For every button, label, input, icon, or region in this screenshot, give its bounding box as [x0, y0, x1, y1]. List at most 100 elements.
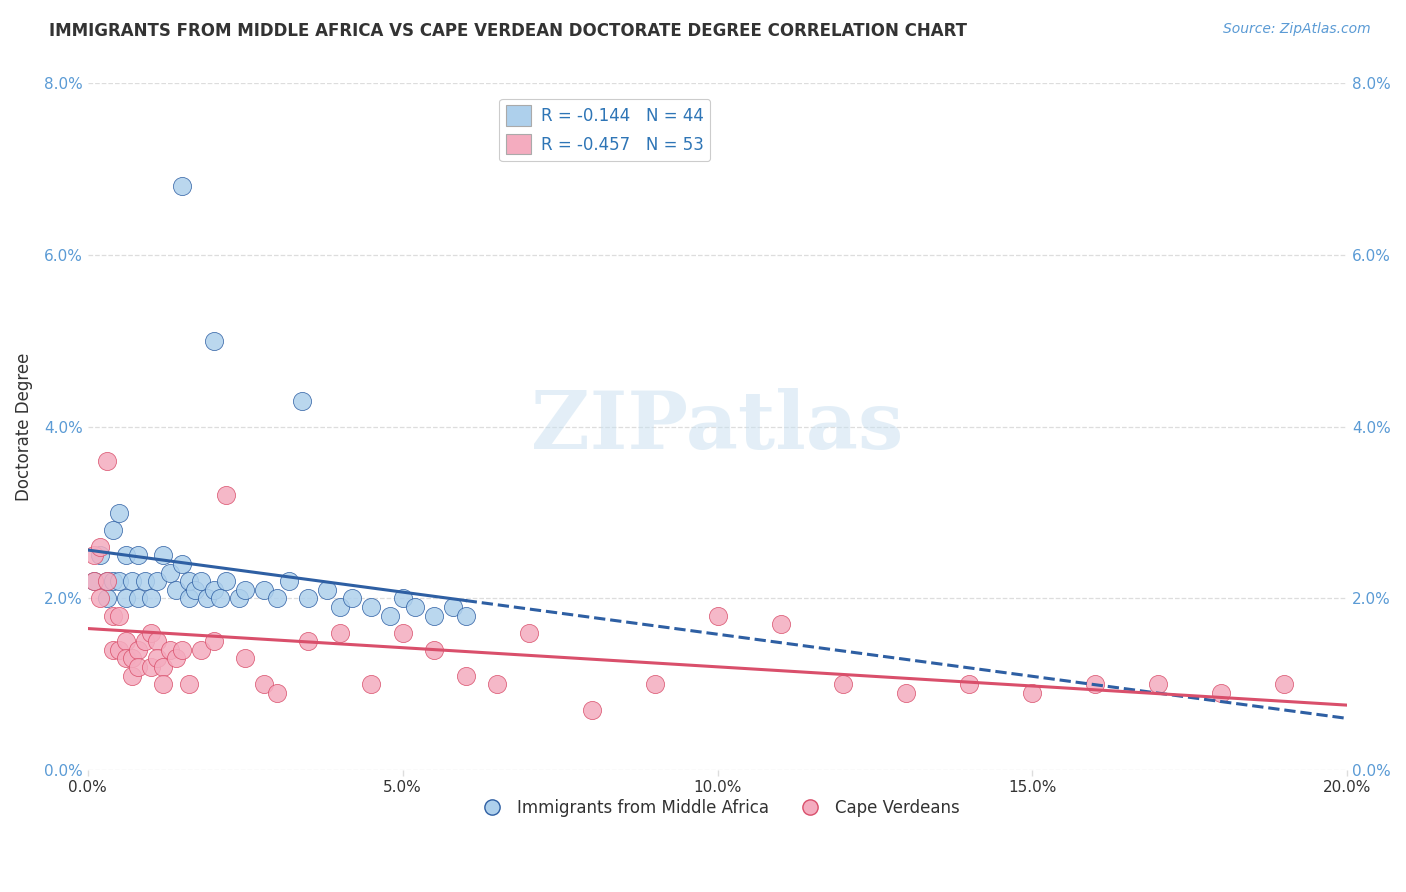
- Point: [266, 591, 288, 606]
- Point: [127, 591, 149, 606]
- Point: [190, 643, 212, 657]
- Point: [134, 634, 156, 648]
- Text: IMMIGRANTS FROM MIDDLE AFRICA VS CAPE VERDEAN DOCTORATE DEGREE CORRELATION CHART: IMMIGRANTS FROM MIDDLE AFRICA VS CAPE VE…: [49, 22, 967, 40]
- Point: [233, 651, 256, 665]
- Point: [114, 634, 136, 648]
- Point: [165, 582, 187, 597]
- Point: [83, 574, 105, 589]
- Point: [121, 668, 143, 682]
- Point: [172, 179, 194, 194]
- Point: [441, 599, 464, 614]
- Point: [108, 608, 131, 623]
- Point: [96, 591, 118, 606]
- Point: [291, 394, 314, 409]
- Point: [108, 506, 131, 520]
- Point: [127, 549, 149, 563]
- Point: [152, 549, 174, 563]
- Point: [423, 608, 446, 623]
- Point: [202, 582, 225, 597]
- Point: [89, 540, 111, 554]
- Point: [391, 625, 413, 640]
- Point: [517, 625, 540, 640]
- Point: [139, 625, 162, 640]
- Point: [959, 677, 981, 691]
- Point: [83, 574, 105, 589]
- Point: [146, 651, 169, 665]
- Point: [342, 591, 364, 606]
- Point: [159, 643, 181, 657]
- Point: [101, 643, 124, 657]
- Point: [172, 643, 194, 657]
- Point: [404, 599, 426, 614]
- Point: [228, 591, 250, 606]
- Point: [152, 660, 174, 674]
- Point: [454, 608, 477, 623]
- Point: [278, 574, 301, 589]
- Point: [266, 686, 288, 700]
- Point: [1211, 686, 1233, 700]
- Point: [101, 574, 124, 589]
- Point: [89, 549, 111, 563]
- Point: [108, 574, 131, 589]
- Point: [253, 677, 276, 691]
- Point: [177, 591, 200, 606]
- Point: [454, 668, 477, 682]
- Point: [108, 643, 131, 657]
- Point: [96, 574, 118, 589]
- Point: [184, 582, 207, 597]
- Point: [581, 703, 603, 717]
- Point: [316, 582, 339, 597]
- Point: [202, 334, 225, 348]
- Text: Source: ZipAtlas.com: Source: ZipAtlas.com: [1223, 22, 1371, 37]
- Point: [209, 591, 232, 606]
- Point: [1147, 677, 1170, 691]
- Point: [832, 677, 855, 691]
- Point: [329, 625, 352, 640]
- Point: [297, 591, 319, 606]
- Point: [101, 608, 124, 623]
- Point: [215, 574, 238, 589]
- Point: [177, 677, 200, 691]
- Point: [329, 599, 352, 614]
- Point: [177, 574, 200, 589]
- Point: [197, 591, 219, 606]
- Point: [121, 651, 143, 665]
- Point: [114, 549, 136, 563]
- Point: [1084, 677, 1107, 691]
- Point: [486, 677, 509, 691]
- Point: [127, 660, 149, 674]
- Point: [215, 488, 238, 502]
- Point: [96, 454, 118, 468]
- Point: [89, 591, 111, 606]
- Point: [134, 574, 156, 589]
- Point: [83, 549, 105, 563]
- Point: [378, 608, 401, 623]
- Point: [146, 634, 169, 648]
- Point: [127, 643, 149, 657]
- Point: [202, 634, 225, 648]
- Point: [114, 591, 136, 606]
- Point: [190, 574, 212, 589]
- Point: [1021, 686, 1043, 700]
- Point: [152, 677, 174, 691]
- Legend: Immigrants from Middle Africa, Cape Verdeans: Immigrants from Middle Africa, Cape Verd…: [468, 792, 967, 823]
- Point: [297, 634, 319, 648]
- Text: ZIPatlas: ZIPatlas: [531, 388, 904, 466]
- Point: [360, 677, 382, 691]
- Point: [769, 617, 792, 632]
- Point: [139, 591, 162, 606]
- Point: [101, 523, 124, 537]
- Point: [172, 557, 194, 571]
- Point: [423, 643, 446, 657]
- Point: [146, 574, 169, 589]
- Point: [96, 574, 118, 589]
- Point: [391, 591, 413, 606]
- Point: [159, 566, 181, 580]
- Point: [644, 677, 666, 691]
- Point: [360, 599, 382, 614]
- Point: [253, 582, 276, 597]
- Point: [896, 686, 918, 700]
- Point: [121, 574, 143, 589]
- Point: [114, 651, 136, 665]
- Point: [1272, 677, 1295, 691]
